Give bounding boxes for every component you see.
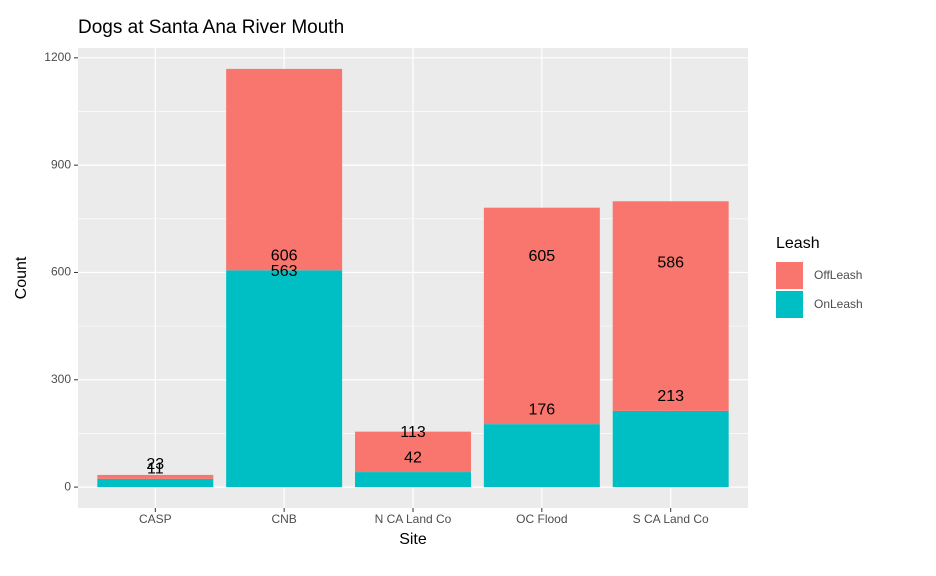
y-tick-label: 1200 [44,50,71,64]
bar-segment [612,201,729,411]
y-tick-label: 900 [51,157,71,171]
bar-segment [355,472,471,488]
bar-segment [483,207,600,425]
x-tick-label: N CA Land Co [375,512,452,526]
bar-segment [355,431,471,473]
legend-label: OffLeash [814,268,862,282]
bar-segment [226,270,343,488]
bar-segment [97,478,214,488]
legend-label: OnLeash [814,297,863,311]
data-label: 563 [271,263,298,280]
y-tick-label: 0 [64,479,71,493]
y-axis-title: Count [13,256,30,299]
data-label: 113 [400,424,426,441]
data-label: 42 [404,449,422,466]
data-label: 605 [528,248,555,265]
x-axis-title: Site [399,531,427,548]
chart-title: Dogs at Santa Ana River Mouth [78,17,344,38]
x-tick-label: CASP [139,512,172,526]
legend-title: Leash [776,235,820,252]
legend-key [776,291,803,318]
data-label: 213 [657,388,684,405]
data-label: 176 [528,401,555,418]
bar-segment [612,410,729,488]
bar-segment [226,68,343,271]
bar-segment [483,424,600,488]
data-label: 11 [147,460,164,477]
x-tick-label: OC Flood [516,512,567,526]
legend-key [776,262,803,289]
x-tick-label: CNB [271,512,296,526]
bar-segment [97,474,214,479]
data-label: 586 [657,255,684,272]
data-label: 23 [146,456,164,473]
x-tick-label: S CA Land Co [633,512,709,526]
y-tick-label: 600 [51,265,71,279]
data-label: 606 [271,248,298,265]
y-tick-label: 300 [51,372,71,386]
